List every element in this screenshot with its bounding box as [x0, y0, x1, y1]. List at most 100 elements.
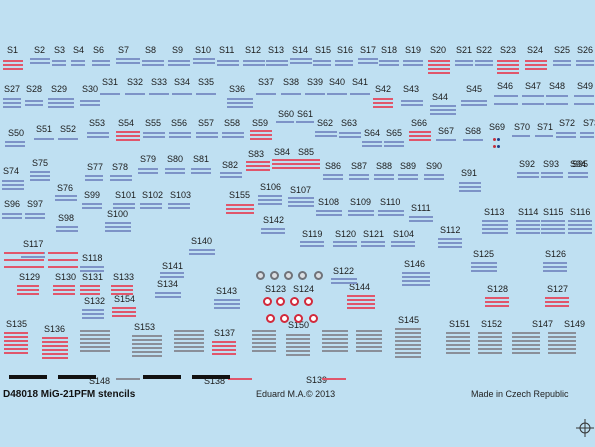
stencil-label: S110	[380, 197, 401, 207]
stencil-marking	[155, 292, 181, 294]
stencil-marking	[110, 175, 132, 177]
roundel-marking	[304, 297, 313, 306]
stencil-label: S103	[170, 190, 192, 200]
stencil-marking	[116, 135, 140, 137]
stencil-marking	[56, 230, 78, 232]
stencil-marking	[169, 132, 191, 134]
stencil-marking	[256, 93, 276, 95]
stencil-marking	[568, 220, 592, 222]
stencil-marking	[48, 102, 74, 104]
stencil-label: S72	[559, 118, 576, 128]
stencil-marking	[553, 64, 571, 66]
stencil-marking	[374, 174, 394, 176]
stencil-marking	[300, 241, 324, 243]
stencil-marking	[168, 207, 190, 209]
stencil-marking	[459, 190, 481, 192]
stencil-marking	[212, 349, 236, 351]
stencil-marking	[348, 214, 374, 216]
stencil-marking	[485, 305, 509, 307]
sheet-title: D48018 MiG-21PFM stencils	[3, 389, 136, 400]
stencil-marking	[541, 228, 565, 230]
stencil-label: S145	[398, 315, 420, 325]
stencil-marking	[478, 340, 502, 342]
stencil-marking	[3, 68, 23, 70]
stencil-marking	[243, 60, 265, 62]
stencil-marking	[546, 95, 568, 97]
stencil-marking	[226, 208, 254, 210]
stencil-marking	[132, 351, 162, 353]
stencil-marking	[82, 313, 104, 315]
stencil-marking	[4, 352, 28, 354]
stencil-label: S136	[44, 324, 66, 334]
stencil-marking	[4, 259, 44, 261]
stencil-marking	[142, 60, 164, 62]
stencil-marking	[409, 135, 431, 137]
stencil-label: S114	[518, 207, 539, 217]
stencil-label: S81	[193, 154, 210, 164]
stencil-label: S7	[118, 45, 130, 55]
stencil-marking	[168, 64, 190, 66]
stencil-marking	[243, 64, 265, 66]
stencil-marking	[395, 348, 421, 350]
stencil-label: S135	[6, 319, 28, 329]
stencil-marking	[80, 342, 110, 344]
black-stripe-decal	[9, 375, 47, 379]
stencil-marking	[428, 68, 450, 70]
stencil-marking	[356, 342, 382, 344]
stencil-label: S143	[216, 286, 238, 296]
stencil-marking	[21, 256, 45, 258]
stencil-label: S80	[167, 154, 184, 164]
stencil-marking	[296, 121, 314, 123]
stencil-marking	[424, 178, 444, 180]
stencil-marking	[132, 339, 162, 341]
stencil-marking	[252, 350, 276, 352]
stencil-label: S28	[26, 84, 43, 94]
stencil-marking	[471, 262, 497, 264]
stencil-marking	[339, 136, 361, 138]
stencil-marking	[482, 220, 508, 222]
stencil-label: S79	[140, 154, 157, 164]
stencil-marking	[384, 141, 404, 143]
stencil-marking	[356, 338, 382, 340]
stencil-label: S59	[252, 118, 269, 128]
stencil-marking	[403, 60, 423, 62]
stencil-label: S44	[432, 92, 449, 102]
stencil-label: S102	[142, 190, 164, 200]
stencil-marking	[350, 93, 370, 95]
stencil-marking	[463, 139, 483, 141]
stencil-marking	[30, 58, 50, 60]
stencil-marking	[548, 348, 576, 350]
stencil-marking	[535, 135, 553, 137]
stencil-marking	[30, 62, 50, 64]
stencil-marking	[252, 330, 276, 332]
stencil-marking	[111, 289, 133, 291]
stencil-marking	[436, 139, 456, 141]
stencil-marking	[543, 270, 567, 272]
stencil-marking	[3, 60, 23, 62]
stencil-label: S41	[352, 77, 369, 87]
stencil-marking	[401, 104, 423, 106]
stencil-marking	[189, 253, 215, 255]
stencil-marking	[252, 342, 276, 344]
stencil-marking	[168, 60, 190, 62]
stencil-marking	[395, 332, 421, 334]
stencil-marking	[356, 334, 382, 336]
stencil-label: S26	[577, 45, 594, 55]
stencil-marking	[391, 245, 415, 247]
stencil-marking	[276, 121, 294, 123]
stencil-marking	[132, 355, 162, 357]
stencil-marking	[80, 338, 110, 340]
stencil-marking	[478, 344, 502, 346]
stencil-label: S133	[113, 272, 135, 282]
stencil-label: S128	[487, 284, 509, 294]
stencil-marking	[373, 98, 393, 100]
stencil-marking	[541, 220, 565, 222]
made-in-text: Made in Czech Republic	[471, 389, 569, 399]
stencil-marking	[471, 266, 497, 268]
stencil-marking	[288, 205, 314, 207]
stencil-label: S155	[229, 190, 251, 200]
stencil-marking	[165, 172, 185, 174]
stencil-marking	[391, 241, 415, 243]
stencil-label: S15	[315, 45, 332, 55]
stencil-marking	[485, 297, 509, 299]
